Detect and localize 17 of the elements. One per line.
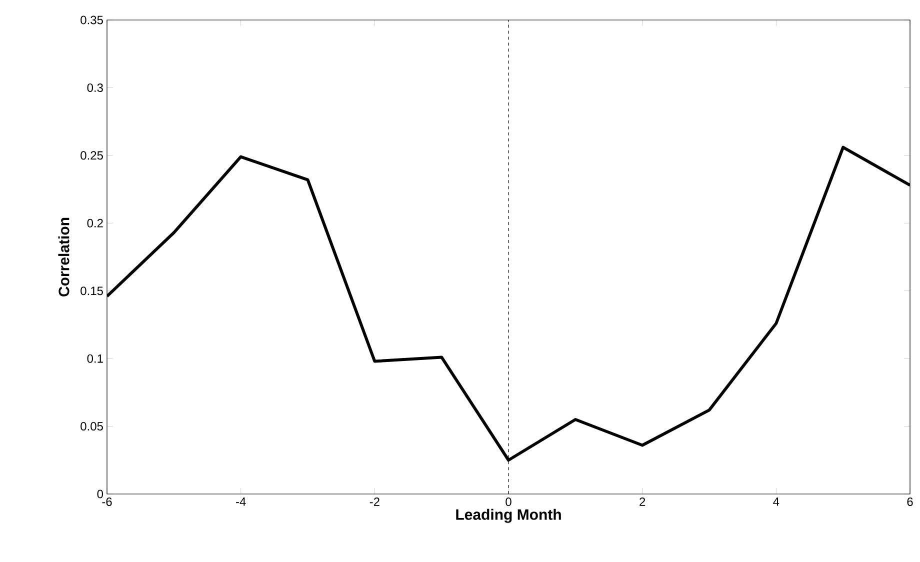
y-tick-label: 0.1 bbox=[87, 354, 103, 363]
x-tick-label: -6 bbox=[102, 498, 112, 506]
x-axis-title: Leading Month bbox=[456, 508, 561, 523]
y-tick-label: 0.3 bbox=[87, 83, 103, 92]
x-tick-label: 6 bbox=[907, 498, 913, 506]
y-tick-label: 0.35 bbox=[80, 16, 103, 24]
y-tick-label: 0.15 bbox=[80, 286, 103, 296]
y-tick-label: 0.2 bbox=[87, 218, 103, 228]
y-tick-label: 0.05 bbox=[80, 422, 103, 431]
x-tick-label: -4 bbox=[236, 498, 246, 506]
x-tick-label: 4 bbox=[773, 498, 780, 506]
y-axis-title: Correlation bbox=[58, 218, 70, 296]
y-tick-label: 0 bbox=[97, 490, 104, 498]
x-tick-label: 2 bbox=[640, 498, 646, 506]
x-tick-label: -2 bbox=[370, 498, 380, 506]
x-tick-label: 0 bbox=[506, 498, 512, 506]
y-tick-label: 0.25 bbox=[80, 151, 103, 160]
